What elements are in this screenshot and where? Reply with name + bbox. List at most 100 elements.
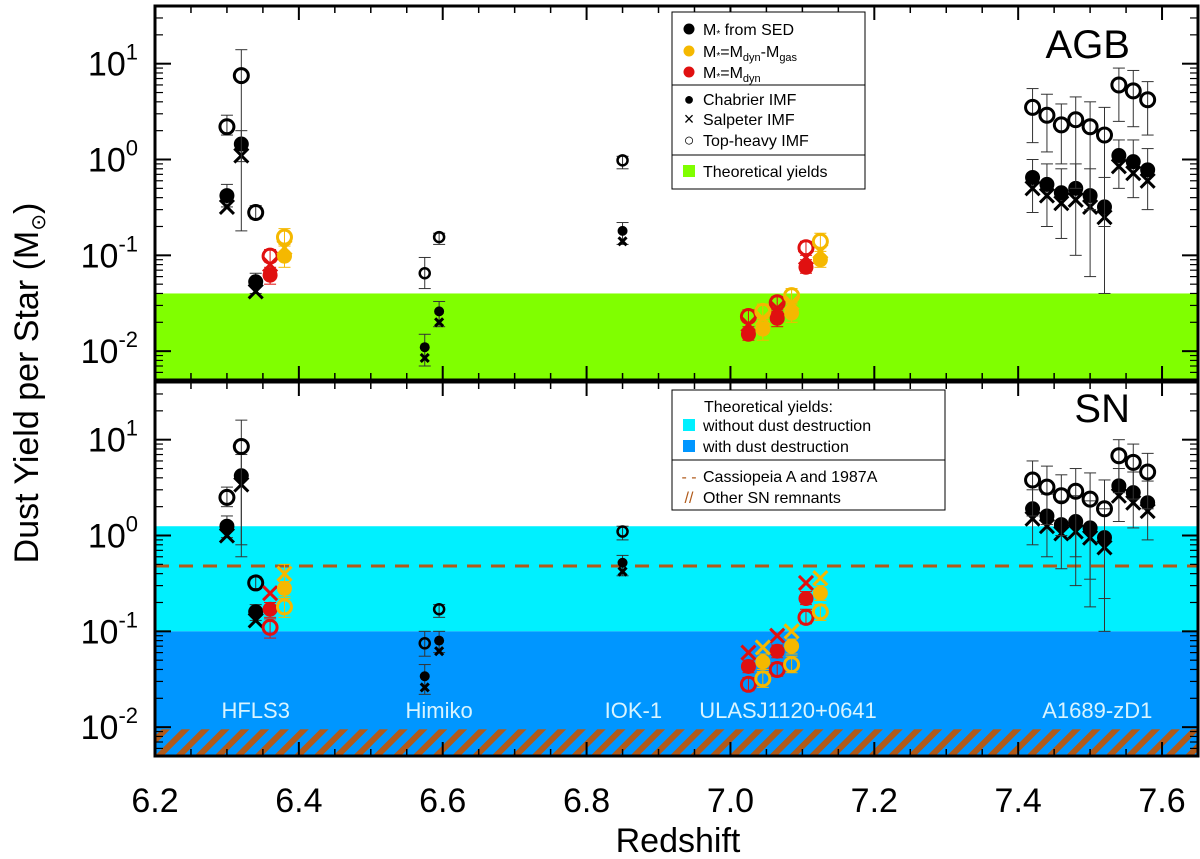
x-tick-label: 6.4 bbox=[275, 782, 322, 820]
data-point-topheavy bbox=[1139, 91, 1157, 109]
data-point-topheavy bbox=[739, 307, 757, 325]
sn-panel-title: SN bbox=[1074, 387, 1130, 431]
data-point-topheavy bbox=[432, 603, 446, 616]
data-point-topheavy bbox=[797, 239, 815, 257]
data-point-chabrier bbox=[740, 326, 756, 342]
data-point-chabrier bbox=[798, 259, 814, 275]
data-point-topheavy bbox=[739, 675, 757, 693]
data-point-topheavy bbox=[418, 637, 431, 650]
data-point-salpeter bbox=[247, 283, 264, 300]
agb-points bbox=[218, 49, 1157, 367]
data-point-salpeter bbox=[1067, 191, 1084, 208]
legend-dyn-swatch bbox=[683, 66, 695, 78]
theory-band bbox=[155, 293, 1198, 380]
legend-sn-destruction-label: with dust destruction bbox=[702, 439, 849, 456]
data-point-salpeter bbox=[419, 682, 430, 693]
data-point-salpeter bbox=[754, 639, 771, 656]
data-point-salpeter bbox=[1038, 187, 1056, 204]
x-axis-label: Redshift bbox=[616, 822, 741, 859]
data-point-salpeter bbox=[740, 644, 757, 661]
legend-sed-label: M* from SED bbox=[703, 22, 794, 40]
data-point-chabrier bbox=[784, 638, 800, 654]
y-tick-label: 10-1 bbox=[81, 231, 138, 275]
data-point-salpeter bbox=[434, 317, 445, 328]
data-point-chabrier bbox=[755, 654, 771, 670]
y-tick-label: 101 bbox=[88, 40, 138, 84]
data-point-topheavy bbox=[754, 670, 772, 688]
agb-panel-title: AGB bbox=[1046, 23, 1130, 67]
x-tick-label: 6.8 bbox=[563, 782, 610, 820]
data-point-topheavy bbox=[218, 118, 236, 136]
legend-sn-destruction-swatch bbox=[683, 440, 695, 452]
data-point-topheavy bbox=[1024, 471, 1042, 489]
x-tick-label: 7.6 bbox=[1138, 782, 1185, 820]
data-point-salpeter bbox=[434, 646, 445, 657]
data-point-topheavy bbox=[247, 574, 265, 592]
data-point-salpeter bbox=[419, 352, 430, 363]
data-point-topheavy bbox=[754, 302, 772, 320]
galaxy-label: IOK-1 bbox=[605, 698, 662, 723]
legend-dashed-symbol: - - bbox=[681, 469, 696, 486]
data-point-salpeter bbox=[617, 236, 628, 247]
data-point-chabrier bbox=[248, 274, 264, 290]
data-point-salpeter bbox=[797, 574, 815, 591]
galaxy-label: ULASJ1120+0641 bbox=[699, 698, 877, 723]
data-point-salpeter bbox=[262, 585, 279, 602]
agb-legend-box bbox=[671, 11, 866, 190]
data-point-chabrier bbox=[812, 252, 828, 268]
y-axis-label-text: Dust Yield per Star (M bbox=[8, 231, 46, 564]
y-axis-label: Dust Yield per Star (M⊙) bbox=[8, 203, 50, 564]
data-point-topheavy bbox=[1081, 118, 1099, 136]
data-point-salpeter bbox=[1125, 165, 1142, 182]
data-point-topheavy bbox=[783, 656, 801, 674]
x-tick-label: 7.4 bbox=[995, 782, 1042, 820]
legend-sed-swatch bbox=[683, 23, 695, 35]
agb-panel bbox=[155, 49, 1198, 380]
x-tick-label: 7.2 bbox=[851, 782, 898, 820]
legend-dyn-gas-swatch bbox=[683, 45, 695, 57]
data-point-topheavy bbox=[261, 618, 279, 636]
y-axis-label-sun: ⊙ bbox=[28, 214, 50, 231]
data-point-topheavy bbox=[1095, 500, 1113, 518]
data-point-chabrier bbox=[262, 267, 278, 283]
data-point-topheavy bbox=[418, 267, 431, 280]
data-point-topheavy bbox=[218, 488, 236, 506]
data-point-topheavy bbox=[768, 660, 786, 678]
axis-ticks: 6.2 6.4 6.6 6.8 7.0 7.2 7.4 7.6 10-2 10-1 100 101 10… bbox=[81, 6, 1199, 820]
data-point-chabrier bbox=[262, 601, 278, 617]
data-point-salpeter bbox=[1139, 502, 1156, 520]
y-tick-label: 10-2 bbox=[81, 327, 138, 371]
data-point-salpeter bbox=[276, 565, 293, 582]
legend-sn-no-destruction-label: without dust destruction bbox=[702, 418, 871, 435]
data-point-chabrier bbox=[1125, 154, 1141, 170]
sn-legend: Theoretical yields: without dust destruc… bbox=[671, 389, 946, 511]
data-point-salpeter bbox=[247, 612, 264, 629]
theory-band bbox=[155, 526, 1198, 632]
x-tick-label: 6.2 bbox=[131, 782, 178, 820]
data-point-topheavy bbox=[1038, 106, 1056, 124]
data-point-chabrier bbox=[219, 188, 235, 204]
legend-sn-no-destruction-swatch bbox=[683, 419, 695, 431]
data-point-topheavy bbox=[811, 603, 829, 621]
data-point-salpeter bbox=[1038, 518, 1056, 535]
legend-hatch-symbol: // bbox=[685, 490, 694, 507]
data-point-chabrier bbox=[419, 342, 430, 353]
data-point-chabrier bbox=[740, 658, 756, 674]
y-axis-label-close: ) bbox=[8, 203, 46, 214]
galaxy-label: A1689-zD1 bbox=[1042, 698, 1152, 723]
data-point-topheavy bbox=[1081, 490, 1099, 508]
data-point-salpeter bbox=[1125, 494, 1142, 511]
data-point-chabrier bbox=[1025, 169, 1041, 185]
data-point-salpeter bbox=[1024, 180, 1041, 197]
data-point-chabrier bbox=[617, 225, 628, 236]
data-point-topheavy bbox=[1095, 126, 1113, 144]
data-point-topheavy bbox=[1110, 76, 1128, 94]
y-tick-label: 100 bbox=[88, 136, 138, 180]
data-point-topheavy bbox=[1124, 82, 1142, 100]
legend-salpeter-label: Salpeter IMF bbox=[703, 112, 795, 129]
data-point-chabrier bbox=[798, 591, 814, 607]
x-tick-label: 6.6 bbox=[419, 782, 466, 820]
data-point-salpeter bbox=[783, 623, 800, 640]
legend-dyn-gas-label: M*=Mdyn-Mgas bbox=[703, 44, 798, 64]
